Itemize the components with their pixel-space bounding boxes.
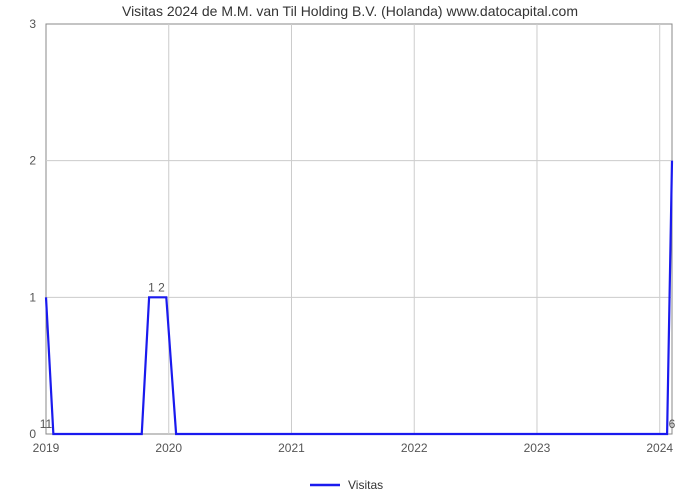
horizontal-gridlines [46, 161, 672, 298]
svg-text:11: 11 [40, 417, 53, 431]
point-annotations: 11 1 2 6 [40, 280, 676, 431]
svg-text:2023: 2023 [524, 441, 551, 455]
svg-text:2: 2 [29, 154, 36, 168]
plot-border [46, 24, 672, 434]
svg-text:3: 3 [29, 17, 36, 31]
svg-text:2022: 2022 [401, 441, 428, 455]
svg-text:6: 6 [669, 417, 676, 431]
y-tick-labels: 0 1 2 3 [29, 17, 36, 441]
svg-text:2024: 2024 [646, 441, 673, 455]
visits-line-chart: Visitas 2024 de M.M. van Til Holding B.V… [0, 0, 700, 500]
svg-text:1: 1 [29, 290, 36, 304]
svg-text:2019: 2019 [33, 441, 60, 455]
vertical-gridlines [169, 24, 660, 434]
svg-text:0: 0 [29, 427, 36, 441]
legend: Visitas [310, 478, 383, 492]
chart-title: Visitas 2024 de M.M. van Til Holding B.V… [122, 3, 578, 19]
svg-text:1 2: 1 2 [148, 280, 165, 294]
svg-text:2021: 2021 [278, 441, 305, 455]
x-tick-labels: 2019 2020 2021 2022 2023 2024 [33, 441, 674, 455]
svg-text:2020: 2020 [155, 441, 182, 455]
legend-label: Visitas [348, 478, 383, 492]
